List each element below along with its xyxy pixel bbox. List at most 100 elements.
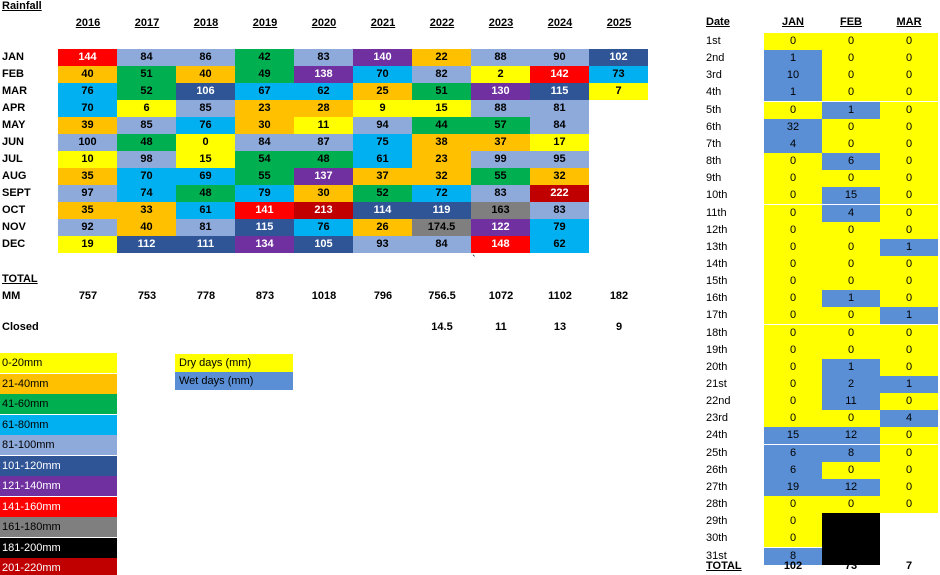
daily-cell[interactable]: 6 xyxy=(822,153,880,171)
rainfall-cell[interactable]: 142 xyxy=(530,66,589,83)
daily-cell[interactable]: 0 xyxy=(764,513,822,531)
rainfall-cell[interactable]: 70 xyxy=(117,168,176,185)
daily-cell[interactable]: 0 xyxy=(764,307,822,325)
rainfall-cell[interactable]: 86 xyxy=(176,49,235,66)
rainfall-cell[interactable]: 105 xyxy=(294,236,353,253)
daily-cell[interactable]: 0 xyxy=(822,170,880,188)
rainfall-cell[interactable]: 114 xyxy=(353,202,412,219)
daily-cell[interactable]: 0 xyxy=(822,118,880,136)
rainfall-cell[interactable]: 7 xyxy=(589,83,648,100)
daily-cell[interactable]: 4 xyxy=(764,135,822,153)
rainfall-cell[interactable]: 40 xyxy=(117,219,176,236)
daily-cell[interactable]: 0 xyxy=(880,496,938,514)
rainfall-cell[interactable]: 81 xyxy=(530,100,589,117)
rainfall-cell[interactable]: 52 xyxy=(117,83,176,100)
daily-cell[interactable]: 0 xyxy=(822,84,880,102)
daily-cell[interactable]: 0 xyxy=(880,478,938,496)
rainfall-cell[interactable]: 39 xyxy=(58,117,117,134)
rainfall-cell[interactable]: 28 xyxy=(294,100,353,117)
rainfall-cell[interactable]: 11 xyxy=(294,117,353,134)
rainfall-cell[interactable]: 23 xyxy=(412,151,471,168)
daily-cell[interactable]: 0 xyxy=(822,461,880,479)
daily-cell[interactable]: 0 xyxy=(880,255,938,273)
rainfall-cell[interactable]: 15 xyxy=(176,151,235,168)
daily-cell[interactable]: 0 xyxy=(880,427,938,445)
rainfall-cell[interactable]: 92 xyxy=(58,219,117,236)
rainfall-cell[interactable]: 73 xyxy=(589,66,648,83)
daily-cell[interactable]: 0 xyxy=(880,187,938,205)
daily-cell[interactable]: 0 xyxy=(764,187,822,205)
rainfall-cell[interactable]: 40 xyxy=(58,66,117,83)
daily-cell[interactable]: 0 xyxy=(764,273,822,291)
rainfall-cell[interactable]: 17 xyxy=(530,134,589,151)
rainfall-cell[interactable]: 48 xyxy=(294,151,353,168)
daily-cell[interactable]: 0 xyxy=(764,101,822,119)
rainfall-cell[interactable]: 84 xyxy=(117,49,176,66)
rainfall-cell[interactable]: 38 xyxy=(412,134,471,151)
rainfall-cell[interactable]: 48 xyxy=(176,185,235,202)
rainfall-cell[interactable]: 55 xyxy=(235,168,294,185)
daily-cell[interactable]: 0 xyxy=(880,33,938,50)
daily-cell[interactable]: 0 xyxy=(822,33,880,50)
daily-cell[interactable]: 0 xyxy=(822,410,880,428)
daily-cell[interactable]: 0 xyxy=(764,204,822,222)
daily-cell[interactable]: 0 xyxy=(822,135,880,153)
rainfall-cell[interactable]: 76 xyxy=(294,219,353,236)
rainfall-cell[interactable]: 33 xyxy=(117,202,176,219)
rainfall-cell[interactable]: 88 xyxy=(471,49,530,66)
daily-cell[interactable]: 0 xyxy=(880,50,938,68)
rainfall-cell[interactable]: 82 xyxy=(412,66,471,83)
rainfall-cell[interactable]: 61 xyxy=(353,151,412,168)
daily-cell[interactable]: 0 xyxy=(764,341,822,359)
rainfall-cell[interactable]: 88 xyxy=(471,100,530,117)
rainfall-cell[interactable]: 51 xyxy=(117,66,176,83)
rainfall-cell[interactable]: 140 xyxy=(353,49,412,66)
rainfall-cell[interactable]: 130 xyxy=(471,83,530,100)
rainfall-cell[interactable]: 84 xyxy=(530,117,589,134)
daily-cell[interactable]: 0 xyxy=(880,84,938,102)
daily-cell[interactable]: 0 xyxy=(822,67,880,85)
daily-cell[interactable]: 0 xyxy=(764,410,822,428)
daily-cell[interactable]: 0 xyxy=(822,273,880,291)
rainfall-cell[interactable]: 48 xyxy=(117,134,176,151)
rainfall-cell[interactable]: 40 xyxy=(176,66,235,83)
daily-cell[interactable]: 6 xyxy=(764,461,822,479)
rainfall-cell[interactable]: 111 xyxy=(176,236,235,253)
daily-cell[interactable]: 0 xyxy=(880,341,938,359)
rainfall-cell[interactable]: 51 xyxy=(412,83,471,100)
daily-cell[interactable]: 0 xyxy=(880,221,938,239)
daily-cell[interactable]: 1 xyxy=(880,238,938,256)
rainfall-cell[interactable]: 137 xyxy=(294,168,353,185)
daily-cell[interactable]: 0 xyxy=(764,290,822,308)
daily-cell[interactable]: 0 xyxy=(880,393,938,411)
rainfall-cell[interactable]: 87 xyxy=(294,134,353,151)
rainfall-cell[interactable]: 83 xyxy=(530,202,589,219)
rainfall-cell[interactable]: 100 xyxy=(58,134,117,151)
rainfall-cell[interactable]: 70 xyxy=(353,66,412,83)
rainfall-cell[interactable]: 99 xyxy=(471,151,530,168)
rainfall-cell[interactable]: 35 xyxy=(58,202,117,219)
daily-cell[interactable]: 0 xyxy=(764,153,822,171)
rainfall-cell[interactable]: 75 xyxy=(353,134,412,151)
rainfall-cell[interactable]: 49 xyxy=(235,66,294,83)
daily-cell[interactable]: 0 xyxy=(764,530,822,548)
daily-cell[interactable]: 0 xyxy=(764,170,822,188)
daily-cell[interactable]: 6 xyxy=(764,444,822,462)
daily-cell[interactable]: 8 xyxy=(764,547,822,565)
rainfall-cell[interactable]: 67 xyxy=(235,83,294,100)
rainfall-cell[interactable]: 174.5 xyxy=(412,219,471,236)
rainfall-cell[interactable]: 85 xyxy=(117,117,176,134)
rainfall-cell[interactable]: 106 xyxy=(176,83,235,100)
rainfall-cell[interactable]: 10 xyxy=(58,151,117,168)
daily-cell[interactable]: 1 xyxy=(764,50,822,68)
rainfall-cell[interactable]: 138 xyxy=(294,66,353,83)
rainfall-cell[interactable]: 25 xyxy=(353,83,412,100)
daily-cell[interactable]: 0 xyxy=(822,221,880,239)
daily-cell[interactable]: 0 xyxy=(880,290,938,308)
daily-cell[interactable]: 12 xyxy=(822,478,880,496)
daily-cell[interactable]: 0 xyxy=(880,273,938,291)
daily-cell[interactable]: 0 xyxy=(822,255,880,273)
rainfall-cell[interactable]: 0 xyxy=(176,134,235,151)
daily-cell[interactable]: 0 xyxy=(880,101,938,119)
rainfall-cell[interactable]: 84 xyxy=(235,134,294,151)
